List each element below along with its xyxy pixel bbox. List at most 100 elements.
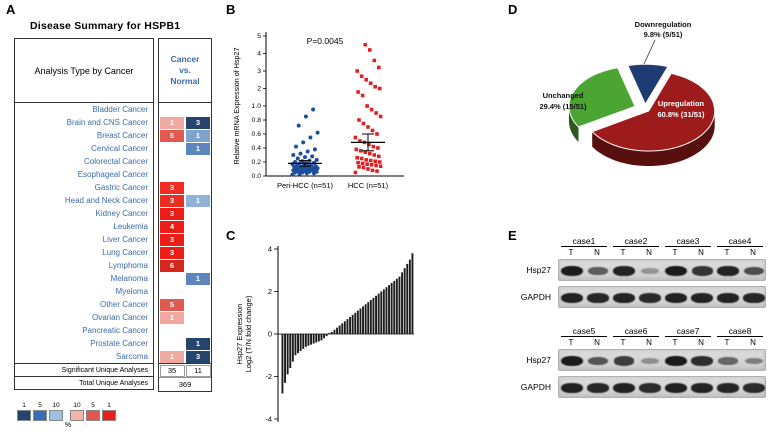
cancer-row-label: Brain and CNS Cancer	[66, 118, 148, 127]
protein-band	[613, 266, 635, 276]
cancer-row-label: Liver Cancer	[102, 235, 148, 244]
scatter-point	[303, 155, 307, 160]
waterfall-bar	[328, 332, 331, 334]
analysis-type-header: Analysis Type by Cancer	[15, 39, 153, 103]
panel-label-e: E	[508, 228, 517, 243]
protein-band	[613, 356, 635, 366]
protein-band	[587, 293, 609, 303]
scatter-point	[359, 74, 364, 79]
scatter-point	[374, 163, 378, 168]
waterfall-bar	[356, 310, 359, 334]
scatter-point	[315, 130, 320, 135]
waterfall-bar	[346, 319, 349, 334]
blue-count-cell	[185, 207, 211, 220]
waterfall-bar	[307, 334, 310, 346]
protein-band	[743, 266, 765, 276]
waterfall-bar	[294, 334, 297, 356]
blue-count-cell	[185, 285, 211, 298]
scatter-point	[303, 114, 308, 119]
blue-count-cell	[185, 233, 211, 246]
cancer-row-label: Breast Cancer	[96, 131, 148, 140]
count-color-box: 1	[160, 350, 184, 363]
count-color-box: 4	[160, 220, 184, 233]
scatter-point	[363, 150, 368, 154]
scatter-point	[368, 81, 373, 86]
red-count-cell	[159, 324, 185, 337]
legend-color-swatch	[49, 410, 63, 421]
case-label: case4	[717, 236, 763, 247]
waterfall-bar	[406, 263, 409, 334]
western-blot-strip-hsp27	[558, 349, 766, 371]
waterfall-bar	[343, 321, 346, 334]
waterfall-plot-hsp27-fold-change: Hsp27 Expression Log2 (T/N fold change) …	[235, 245, 414, 424]
waterfall-bar	[367, 302, 370, 334]
legend-percentile-number: 1	[107, 402, 111, 409]
scatter-point	[375, 169, 379, 173]
scatter-point	[365, 104, 369, 108]
waterfall-bar	[369, 300, 372, 334]
c-plot-area: 4 2 0 -2 -4	[265, 245, 414, 424]
waterfall-bar	[325, 334, 328, 337]
legend-percentile-number: 5	[91, 402, 95, 409]
legend-column: 5	[32, 402, 48, 421]
cancer-row-cells: 4	[159, 220, 211, 233]
red-count-cell: 5	[159, 129, 185, 142]
cancer-row-label: Lung Cancer	[102, 248, 148, 257]
cancer-row-label: Melanoma	[110, 274, 148, 283]
protein-band	[691, 293, 713, 303]
waterfall-bar	[336, 327, 338, 334]
cancer-row-cells: 3	[159, 233, 211, 246]
scatter-point	[361, 121, 366, 126]
waterfall-bar	[289, 334, 292, 368]
red-count-cell: 5	[159, 298, 185, 311]
count-color-box: 1	[160, 116, 184, 129]
scatter-point	[308, 135, 313, 140]
cancer-row-label: Leukemia	[113, 222, 148, 231]
b-plot-area: 0.0 0.2 0.4 0.6 0.8 1.0 2 3 4 5	[252, 32, 404, 180]
lane-label-normal: N	[750, 338, 756, 347]
scatter-point	[376, 146, 380, 150]
waterfall-bar	[380, 291, 383, 334]
count-color-box: 1	[186, 272, 210, 285]
cancer-row-cells: 1	[159, 311, 211, 324]
scatter-point	[359, 156, 364, 161]
scatter-point	[361, 165, 366, 170]
protein-band	[691, 266, 713, 276]
scatter-point	[368, 158, 373, 163]
waterfall-bar	[411, 253, 414, 334]
lane-label-tumor: T	[672, 248, 678, 257]
protein-band	[613, 383, 635, 393]
pie-slice-downregulation	[627, 63, 669, 106]
waterfall-bar	[385, 287, 388, 334]
western-blot-strip-gapdh	[558, 286, 766, 308]
legend-column: 1	[16, 402, 32, 421]
waterfall-bar	[333, 329, 336, 334]
panel-label-d: D	[508, 2, 518, 17]
red-count-cell: 1	[159, 311, 185, 324]
cancer-row-label: Gastric Cancer	[94, 183, 148, 192]
legend-color-swatch	[102, 410, 116, 421]
cancer-row-cells: 3	[159, 246, 211, 259]
disease-summary-title: Disease Summary for HSPB1	[30, 20, 181, 32]
blue-count-cell	[185, 103, 211, 116]
protein-band	[665, 355, 687, 367]
scatter-point	[294, 144, 298, 149]
cancer-row-label: Other Cancer	[99, 300, 148, 309]
scatter-point	[369, 107, 374, 112]
legend-percentile-number: 1	[22, 402, 26, 409]
count-color-box: 3	[160, 246, 184, 259]
red-count-cell: 6	[159, 259, 185, 272]
scatter-point	[374, 111, 378, 115]
western-blot-strip-hsp27	[558, 259, 766, 281]
lane-label-normal: N	[750, 248, 756, 257]
scatter-point	[364, 158, 368, 162]
lane-label-normal: N	[698, 248, 704, 257]
legend-column: 5	[85, 402, 101, 421]
unchanged-detail: 29.4% (15/51)	[539, 102, 587, 111]
b-group2-label: HCC (n=51)	[348, 181, 389, 190]
waterfall-bar	[302, 334, 305, 349]
scatter-point	[310, 154, 315, 159]
